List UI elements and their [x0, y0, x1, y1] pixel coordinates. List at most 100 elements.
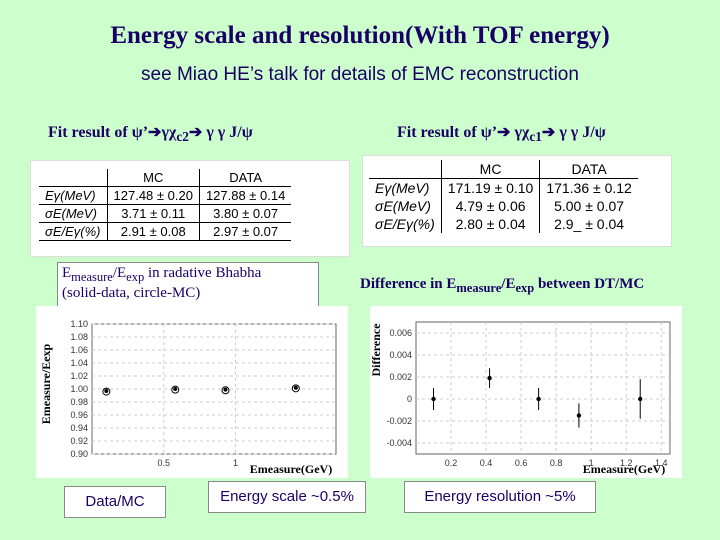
data-point	[104, 388, 109, 393]
data-point	[487, 375, 492, 381]
y-tick-label: 0.94	[70, 423, 88, 433]
y-tick-label: 0.96	[70, 410, 88, 420]
data-point	[638, 396, 643, 402]
data-point	[171, 385, 180, 394]
x-tick-label: 0.6	[515, 458, 528, 468]
right-fit-label-mid: γχ	[510, 124, 530, 141]
right-fit-table-panel: MC DATA Eγ(MeV) 171.19 ± 0.10 171.36 ± 0…	[362, 155, 672, 247]
data-point	[536, 396, 541, 402]
y-tick-label: 0.98	[70, 397, 88, 407]
left-fit-label: Fit result of ψ’➔γχc2➔ γ γ J/ψ	[48, 122, 253, 145]
table-row: Eγ(MeV) 127.48 ± 0.20 127.88 ± 0.14	[39, 186, 292, 205]
difference-label-sub: exp	[515, 281, 535, 295]
x-tick-label: 1	[233, 458, 238, 468]
table-cell: σE(MeV)	[375, 198, 431, 214]
x-tick-label: 0.2	[445, 458, 458, 468]
x-tick-label: 1	[589, 458, 594, 468]
x-tick-label: 0.8	[550, 458, 563, 468]
energy-resolution-box: Energy resolution ~5%	[404, 481, 596, 513]
left-fit-table-panel: MC DATA Eγ(MeV) 127.48 ± 0.20 127.88 ± 0…	[30, 160, 350, 257]
x-tick-label: 0.4	[480, 458, 493, 468]
table-cell: σE/Eγ(%)	[375, 216, 435, 232]
left-fit-label-post: γ γ J/ψ	[202, 124, 253, 141]
table-cell: σE/Eγ(%)	[45, 224, 101, 239]
x-axis-label: Emeasure(GeV)	[250, 462, 332, 476]
table-cell: 5.00 ± 0.07	[539, 197, 638, 215]
table-cell: 2.97 ± 0.07	[198, 222, 292, 241]
y-axis-label: Emeasure/Eexp	[39, 343, 53, 424]
ratio-plot: 0.90 0.92 0.94 0.96 0.98 1.00 1.02 1.04 1.06 1.08…	[36, 306, 348, 478]
data-point	[221, 386, 230, 395]
table-row: Eγ(MeV) 171.19 ± 0.10 171.36 ± 0.12	[369, 178, 638, 197]
data-point	[576, 413, 582, 418]
right-fit-label-post: γ γ J/ψ	[555, 124, 606, 141]
y-tick-label: 1.10	[70, 319, 88, 329]
difference-label-text: between DT/MC	[534, 276, 645, 292]
left-fit-label-mid: γχ	[161, 124, 177, 141]
table-cell: 3.71 ± 0.11	[106, 204, 200, 223]
data-mc-box: Data/MC	[64, 486, 166, 518]
table-header-row: MC DATA	[39, 169, 292, 187]
energy-scale-box: Energy scale ~0.5%	[208, 481, 366, 513]
data-point	[102, 387, 111, 396]
y-axis-label: Difference	[370, 323, 383, 377]
arrow-icon: ➔	[541, 124, 556, 141]
table-row: σE/Eγ(%) 2.91 ± 0.08 2.97 ± 0.07	[39, 222, 292, 241]
table-cell: 2.80 ± 0.04	[440, 215, 540, 233]
slide-title: Energy scale and resolution(With TOF ene…	[110, 22, 610, 49]
table-cell: σE(MeV)	[45, 206, 97, 221]
table-header-cell: DATA	[198, 169, 292, 187]
table-cell: 171.19 ± 0.10	[440, 178, 540, 197]
right-fit-table: MC DATA Eγ(MeV) 171.19 ± 0.10 171.36 ± 0…	[369, 160, 638, 233]
right-fit-label-sub: c1	[529, 129, 542, 145]
left-fit-table: MC DATA Eγ(MeV) 127.48 ± 0.20 127.88 ± 0…	[39, 169, 292, 241]
table-cell: 2.91 ± 0.08	[106, 222, 200, 241]
y-tick-label: 0.002	[389, 372, 412, 382]
table-row: σE(MeV) 3.71 ± 0.11 3.80 ± 0.07	[39, 204, 292, 223]
ratio-plot-area: 0.90 0.92 0.94 0.96 0.98 1.00 1.02 1.04 1.06 1.08…	[70, 319, 337, 468]
difference-plot: -0.004 -0.002 0 0.002 0.004 0.006 0.2 0.4 0.6 0.8…	[370, 306, 682, 478]
y-tick-label: 0	[407, 394, 412, 404]
table-cell: 4.79 ± 0.06	[440, 197, 540, 215]
x-tick-label: 0.5	[158, 458, 171, 468]
y-tick-label: 1.00	[70, 384, 88, 394]
table-cell: Eγ(MeV)	[375, 180, 430, 196]
table-cell: 171.36 ± 0.12	[539, 178, 638, 197]
table-row: σE(MeV) 4.79 ± 0.06 5.00 ± 0.07	[369, 197, 638, 215]
table-cell: 2.9_ ± 0.04	[539, 215, 638, 233]
data-point	[173, 387, 178, 391]
bhabha-label-text: in radative Bhabha	[144, 265, 262, 281]
right-fit-label-pre: Fit result of ψ’	[397, 124, 498, 141]
data-point	[293, 385, 298, 390]
y-tick-label: 1.04	[70, 358, 88, 368]
x-tick-label: 1.4	[655, 458, 668, 468]
table-header-cell: MC	[106, 169, 200, 187]
table-header-cell	[39, 169, 107, 187]
right-fit-label: Fit result of ψ’➔ γχc1➔ γ γ J/ψ	[397, 122, 606, 145]
left-fit-label-sub: c2	[176, 129, 189, 145]
table-header-cell	[369, 160, 441, 179]
bhabha-label-line1: Emeasure/Eexp in radative Bhabha	[62, 265, 314, 285]
table-cell: Eγ(MeV)	[45, 188, 96, 203]
bhabha-label-sub: measure	[71, 270, 113, 284]
arrow-icon: ➔	[497, 124, 511, 141]
table-cell: 3.80 ± 0.07	[198, 204, 292, 223]
plot-frame	[415, 321, 671, 455]
bhabha-label-line2: (solid-data, circle-MC)	[62, 285, 201, 301]
y-tick-label: -0.002	[386, 416, 412, 426]
plot-background	[370, 306, 682, 478]
bhabha-label-text: /E	[112, 265, 127, 281]
data-point	[291, 384, 300, 393]
y-tick-label: 0.92	[70, 436, 88, 446]
x-tick-label: 1.2	[620, 458, 633, 468]
difference-label-text: /E	[501, 276, 516, 292]
data-point	[223, 387, 228, 392]
table-header-cell: MC	[440, 160, 540, 179]
y-tick-label: 1.02	[70, 371, 88, 381]
difference-label-sub: measure	[456, 281, 502, 295]
y-tick-label: 1.06	[70, 345, 88, 355]
bhabha-label-sub: exp	[126, 270, 145, 284]
x-axis-label: Emeasure(GeV)	[583, 462, 665, 476]
y-tick-label: -0.004	[386, 438, 412, 448]
difference-label-text: Difference in E	[360, 276, 457, 292]
